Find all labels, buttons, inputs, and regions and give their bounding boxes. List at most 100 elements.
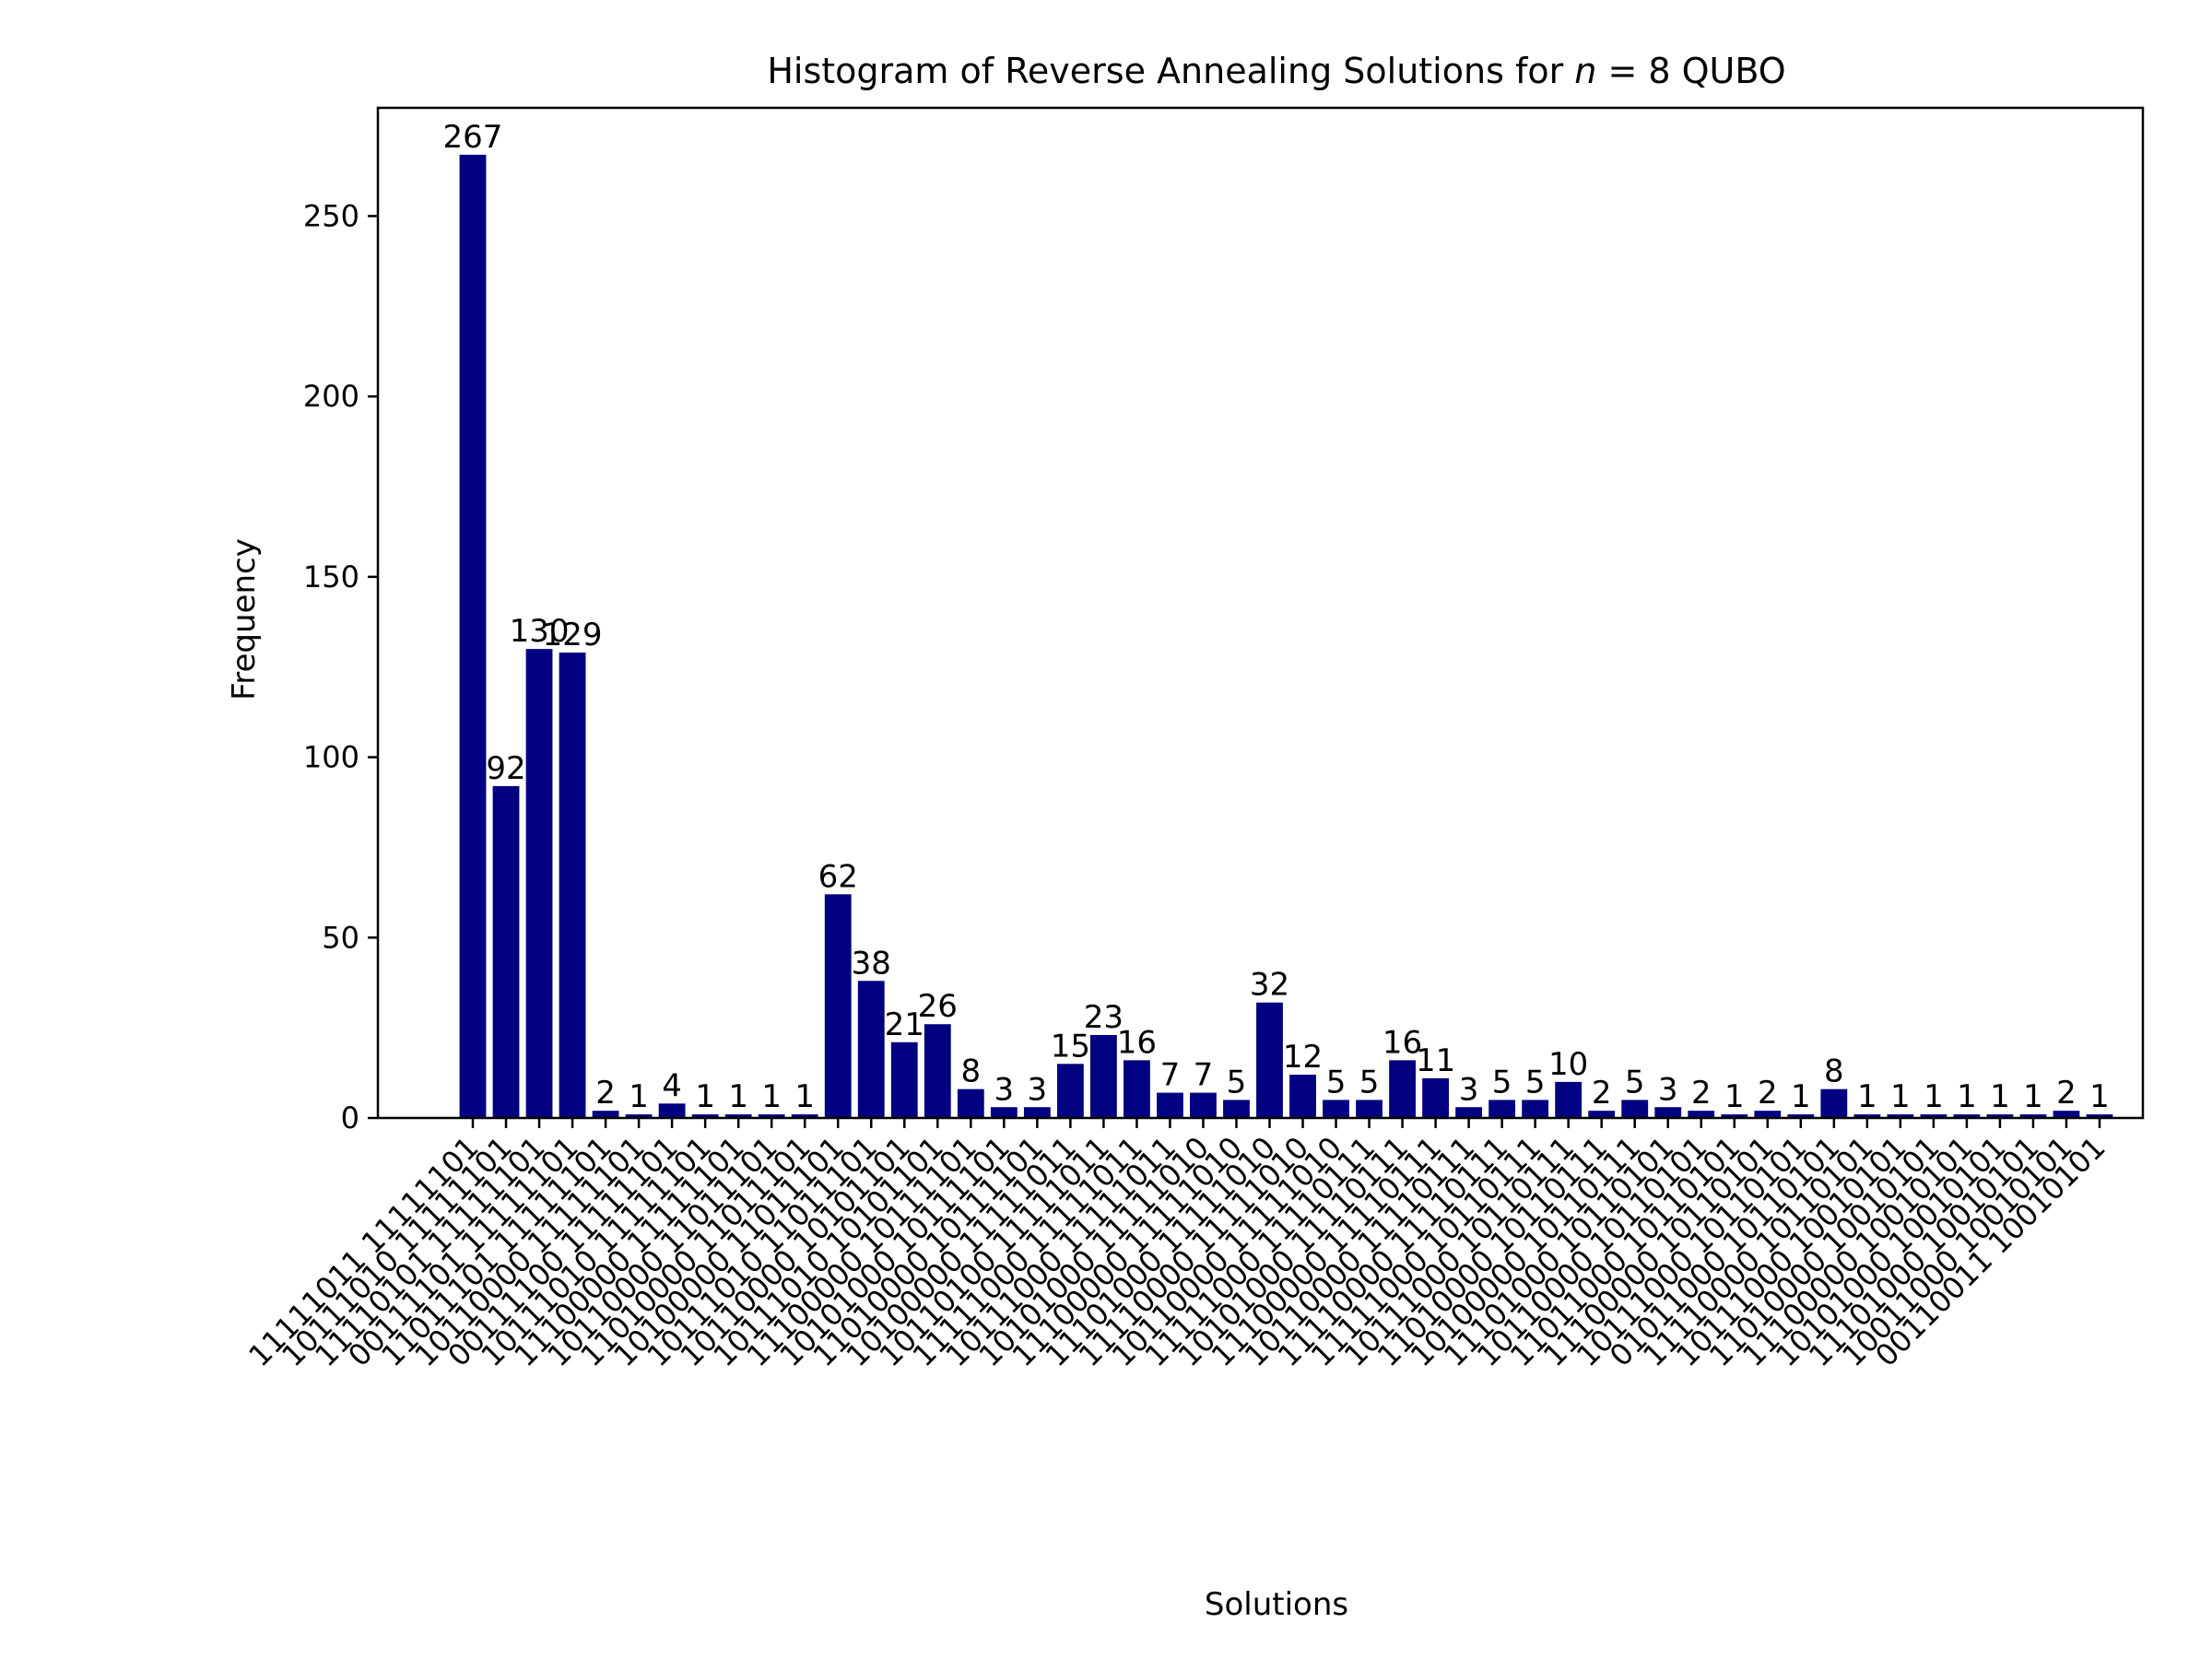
chart-title-suffix: = 8 QUBO: [1596, 51, 1785, 91]
bar-27: [1356, 1100, 1382, 1118]
bar-43: [1887, 1114, 1914, 1118]
bar-9: [758, 1114, 785, 1118]
bar-value-label-29: 11: [1416, 1042, 1455, 1079]
bar-20: [1124, 1060, 1150, 1118]
bar-17: [1023, 1107, 1051, 1118]
y-tick-label-3: 150: [303, 559, 359, 594]
bar-44: [1920, 1114, 1947, 1118]
bar-23: [1223, 1100, 1250, 1118]
bar-value-label-44: 1: [1924, 1078, 1944, 1115]
bar-value-label-23: 5: [1227, 1064, 1247, 1100]
bar-39: [1754, 1111, 1782, 1118]
bar-3: [559, 653, 586, 1118]
bar-value-label-19: 23: [1084, 999, 1124, 1036]
bar-49: [2086, 1114, 2113, 1118]
bar-value-label-17: 3: [1028, 1071, 1048, 1108]
bar-value-label-9: 1: [761, 1078, 782, 1115]
bar-16: [990, 1107, 1018, 1118]
bar-0: [459, 154, 487, 1118]
bar-value-label-46: 1: [1990, 1078, 2010, 1115]
bar-value-label-16: 3: [994, 1071, 1015, 1108]
bar-13: [890, 1041, 918, 1118]
bar-value-label-26: 5: [1326, 1064, 1347, 1100]
bar-41: [1820, 1088, 1848, 1118]
bar-value-label-32: 5: [1525, 1064, 1546, 1100]
bars-group: [459, 154, 2113, 1118]
bar-4: [592, 1111, 619, 1118]
bar-value-label-48: 2: [2056, 1075, 2077, 1112]
bar-value-label-31: 5: [1492, 1064, 1512, 1100]
bar-value-label-45: 1: [1957, 1078, 1977, 1115]
bar-value-label-37: 2: [1691, 1075, 1712, 1112]
bar-32: [1522, 1100, 1549, 1118]
bar-value-label-41: 8: [1824, 1053, 1844, 1090]
bar-value-label-38: 1: [1724, 1078, 1745, 1115]
y-axis: 0 50 100 150 200 250: [303, 198, 378, 1135]
bar-value-label-14: 26: [918, 988, 958, 1025]
bar-value-label-47: 1: [2023, 1078, 2043, 1115]
bar-10: [791, 1114, 818, 1118]
y-tick-label-0: 0: [341, 1100, 359, 1135]
bar-18: [1056, 1064, 1084, 1118]
bar-value-label-21: 7: [1160, 1057, 1181, 1094]
bar-value-label-4: 2: [595, 1075, 616, 1112]
bar-25: [1289, 1075, 1316, 1118]
bar-value-label-6: 4: [662, 1067, 682, 1104]
bar-2: [525, 649, 553, 1118]
bar-47: [2019, 1114, 2047, 1118]
chart-title-variable: n: [1574, 51, 1596, 91]
bar-value-label-0: 267: [443, 119, 503, 156]
bar-34: [1588, 1111, 1616, 1118]
bar-value-label-39: 2: [1758, 1075, 1778, 1112]
bar-19: [1089, 1034, 1117, 1118]
bar-value-label-27: 5: [1359, 1064, 1380, 1100]
bar-33: [1555, 1081, 1583, 1118]
bar-value-label-30: 3: [1459, 1071, 1479, 1108]
x-axis-label: Solutions: [1205, 1586, 1348, 1623]
bar-value-label-42: 1: [1857, 1078, 1877, 1115]
bar-21: [1157, 1092, 1183, 1118]
y-axis-label: Frequency: [226, 538, 263, 700]
y-tick-label-4: 200: [303, 379, 359, 414]
bar-36: [1654, 1107, 1682, 1118]
bar-28: [1389, 1060, 1416, 1118]
bar-value-label-35: 5: [1625, 1064, 1645, 1100]
plot-frame: [376, 106, 2145, 1120]
bar-value-label-2: 130: [510, 613, 570, 650]
bar-35: [1621, 1100, 1649, 1118]
bar-value-label-3: 129: [543, 617, 603, 653]
bar-48: [2053, 1111, 2080, 1118]
bar-11: [824, 894, 852, 1118]
bar-value-label-13: 21: [885, 1006, 924, 1043]
bar-value-label-7: 1: [695, 1078, 715, 1115]
bar-22: [1190, 1092, 1217, 1118]
bar-26: [1323, 1100, 1349, 1118]
bar-5: [625, 1114, 653, 1118]
y-tick-label-5: 250: [303, 198, 359, 233]
bar-37: [1688, 1111, 1715, 1118]
bar-value-label-1: 92: [486, 750, 525, 787]
bar-value-label-18: 15: [1051, 1028, 1090, 1065]
bar-value-label-36: 3: [1658, 1071, 1678, 1108]
bar-7: [691, 1114, 719, 1118]
bar-46: [1986, 1114, 2014, 1118]
bar-value-label-40: 1: [1791, 1078, 1811, 1115]
bar-value-label-49: 1: [2089, 1078, 2110, 1115]
bar-45: [1953, 1114, 1981, 1118]
bar-14: [924, 1024, 951, 1118]
bar-29: [1422, 1077, 1449, 1118]
bar-value-label-33: 10: [1548, 1046, 1588, 1083]
y-tick-label-2: 100: [303, 740, 359, 775]
bar-12: [857, 981, 885, 1118]
bar-value-label-15: 8: [960, 1053, 981, 1090]
bar-30: [1455, 1107, 1483, 1118]
bar-value-label-20: 16: [1117, 1024, 1157, 1061]
chart-title-prefix: Histogram of Reverse Annealing Solutions…: [767, 51, 1574, 91]
bar-value-label-24: 32: [1250, 967, 1289, 1004]
chart-title: Histogram of Reverse Annealing Solutions…: [767, 51, 1785, 91]
bar-value-label-25: 12: [1283, 1039, 1323, 1076]
bar-value-label-22: 7: [1194, 1057, 1214, 1094]
y-tick-label-1: 50: [322, 920, 359, 955]
